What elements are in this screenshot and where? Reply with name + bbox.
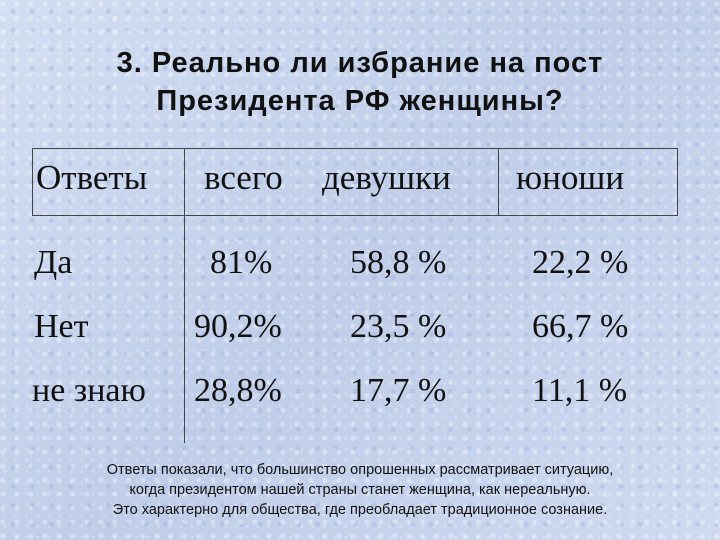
title-line-1: 3. Реально ли избрание на пост xyxy=(116,47,604,79)
row-label-dont-know: не знаю xyxy=(32,372,146,409)
cell-yes-total: 81% xyxy=(210,244,273,281)
column-divider xyxy=(184,149,185,443)
cell-dont-know-total: 28,8% xyxy=(194,372,282,409)
cell-no-total: 90,2% xyxy=(194,308,282,345)
cell-no-boys: 66,7 % xyxy=(532,308,629,345)
column-divider xyxy=(498,149,499,215)
header-answers: Ответы xyxy=(36,158,148,197)
conclusion-line-2: когда президентом нашей страны станет же… xyxy=(129,482,591,498)
header-total: всего xyxy=(204,158,283,197)
conclusion-text: Ответы показали, что большинство опрошен… xyxy=(0,460,720,520)
slide-title: 3. Реально ли избрание на пост Президент… xyxy=(0,44,720,120)
cell-dont-know-girls: 17,7 % xyxy=(350,372,447,409)
conclusion-line-1: Ответы показали, что большинство опрошен… xyxy=(106,462,614,478)
cell-yes-girls: 58,8 % xyxy=(350,244,447,281)
row-label-yes: Да xyxy=(34,244,73,281)
survey-table: Ответы всего девушки юноши Да 81% 58,8 %… xyxy=(32,148,678,444)
cell-dont-know-boys: 11,1 % xyxy=(532,372,628,409)
title-line-2: Президента РФ женщины? xyxy=(156,85,564,117)
header-girls: девушки xyxy=(322,158,451,197)
row-label-no: Нет xyxy=(34,308,89,345)
table-header-row xyxy=(32,148,678,216)
conclusion-line-3: Это характерно для общества, где преобла… xyxy=(112,502,608,518)
cell-no-girls: 23,5 % xyxy=(350,308,447,345)
header-boys: юноши xyxy=(516,158,625,197)
cell-yes-boys: 22,2 % xyxy=(532,244,629,281)
